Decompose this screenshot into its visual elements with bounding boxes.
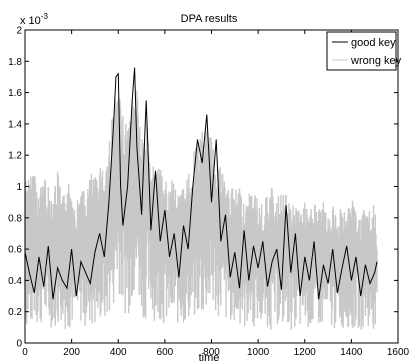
y-tick-label: 0 [16, 339, 22, 350]
legend-label-wrong-key: wrong key [350, 55, 402, 67]
x-tick-label: 1600 [387, 347, 410, 358]
legend-label-good-key: good key [351, 37, 396, 49]
y-tick-label: 2 [16, 26, 22, 37]
x-tick-label: 800 [203, 347, 220, 358]
x-axis-label: time [199, 352, 220, 363]
x-tick-label: 200 [63, 347, 80, 358]
x-tick-label: 0 [22, 347, 28, 358]
y-tick-label: 0.4 [8, 276, 22, 287]
y-tick-label: 0.2 [8, 307, 22, 318]
y-exponent-power: -3 [41, 12, 49, 21]
y-tick-label: 1 [16, 182, 22, 193]
y-tick-label: 1.4 [8, 119, 22, 130]
y-tick-label: 1.2 [8, 151, 22, 162]
x-tick-label: 1000 [247, 347, 270, 358]
legend: good key wrong key [326, 31, 402, 71]
chart-title: DPA results [181, 13, 238, 25]
good-key-layer [24, 67, 378, 300]
y-exponent-label: x 10-3 [20, 12, 48, 27]
legend-box [326, 31, 397, 71]
series-good-key-line [24, 67, 378, 300]
x-tick-label: 400 [110, 347, 127, 358]
x-tick-label: 1200 [294, 347, 317, 358]
axis-ticks: 0 200 400 600 800 1000 1200 1400 1600 0 0.2 0.4 0.6 0… [8, 26, 409, 359]
y-tick-label: 0.6 [8, 245, 22, 256]
y-tick-label: 1.8 [8, 57, 22, 68]
x-tick-label: 600 [157, 347, 174, 358]
y-tick-label: 0.8 [8, 213, 22, 224]
x-tick-label: 1400 [340, 347, 363, 358]
y-tick-label: 1.6 [8, 88, 22, 99]
